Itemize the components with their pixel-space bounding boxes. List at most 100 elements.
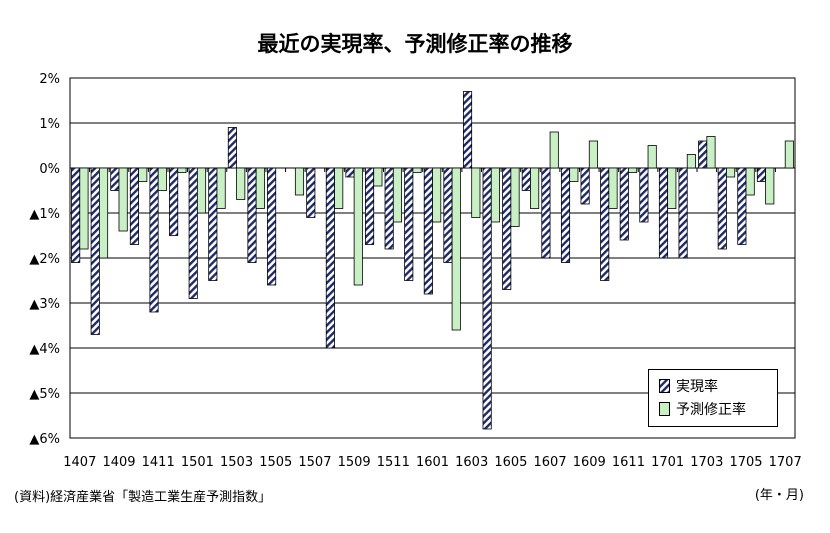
bar-forecast-revision (138, 167, 148, 182)
x-tick-label: 1707 (769, 455, 802, 470)
bar-forecast-revision (294, 167, 305, 196)
plot-area-border (69, 77, 796, 439)
source-note: (資料)経済産業省「製造工業生産予測指数」 (14, 490, 272, 505)
x-tick-label: 1507 (298, 455, 331, 470)
bar-realization (365, 167, 375, 245)
x-tick-label: 1605 (494, 455, 527, 470)
bar-forecast-revision (196, 167, 207, 214)
y-tick-label: ▲5% (29, 387, 60, 402)
bar-realization (188, 167, 198, 299)
bar-realization (521, 167, 531, 191)
chart-title: 最近の実現率、予測修正率の推移 (257, 32, 573, 56)
bar-realization (698, 140, 708, 169)
legend-swatch-hatch (659, 379, 670, 393)
bar-forecast-revision (706, 136, 716, 169)
bar-realization (71, 167, 81, 263)
y-tick-label: 2% (39, 72, 60, 87)
bar-forecast-revision (373, 167, 383, 187)
bar-realization (756, 167, 767, 182)
legend-swatch-solid (659, 402, 670, 416)
bar-realization (90, 167, 100, 335)
bar-realization (110, 167, 120, 191)
bar-realization (247, 167, 257, 263)
x-tick-label: 1409 (102, 455, 135, 470)
bar-forecast-revision (157, 167, 167, 191)
bar-forecast-revision (490, 167, 500, 223)
bar-forecast-revision (530, 167, 540, 209)
y-tick-label: 0% (39, 162, 60, 177)
x-tick-label: 1411 (142, 455, 175, 470)
bar-forecast-revision (79, 167, 89, 250)
bar-realization (129, 167, 139, 245)
bar-realization (306, 167, 316, 218)
x-tick-label: 1701 (651, 455, 684, 470)
bar-realization (678, 167, 688, 259)
bar-forecast-revision (784, 140, 794, 169)
legend: 実現率 予測修正率 (648, 369, 778, 427)
bar-forecast-revision (118, 167, 128, 232)
bar-realization (580, 167, 590, 205)
bar-forecast-revision (569, 167, 579, 182)
bar-realization (619, 167, 629, 241)
y-tick-label: ▲3% (29, 297, 60, 312)
x-tick-labels: 1407 1409 1411 1501 1503 1505 1507 1509 1511 1601… (63, 455, 801, 470)
legend-label-realization: 実現率 (676, 379, 718, 395)
x-tick-label: 1407 (63, 455, 96, 470)
bar-realization (482, 167, 492, 430)
bar-forecast-revision (549, 131, 559, 169)
legend-item-realization: 実現率 (659, 376, 718, 396)
legend-item-revision: 予測修正率 (659, 399, 746, 419)
bar-realization (345, 167, 355, 178)
bar-realization (560, 167, 571, 263)
bar-realization (600, 167, 610, 281)
bar-forecast-revision (608, 167, 618, 209)
bar-forecast-revision (628, 167, 638, 173)
bar-forecast-revision (412, 167, 422, 173)
bar-realization (462, 91, 473, 169)
bar-forecast-revision (236, 167, 246, 200)
bar-realization (443, 167, 453, 263)
bar-forecast-revision (334, 167, 344, 209)
bar-realization (267, 167, 277, 286)
y-tick-labels: 2% 1% 0% ▲1% ▲2% ▲3% ▲4% ▲5% ▲6% (29, 72, 60, 447)
bar-forecast-revision (353, 167, 363, 286)
bar-forecast-revision (686, 154, 696, 169)
y-tick-label: ▲4% (29, 342, 60, 357)
bar-realization (502, 167, 512, 290)
x-tick-label: 1503 (220, 455, 253, 470)
x-tick-label: 1609 (573, 455, 606, 470)
bar-forecast-revision (471, 167, 481, 218)
bar-realization (423, 167, 433, 295)
bar-realization (658, 167, 669, 259)
y-tick-label: ▲6% (29, 432, 60, 447)
bar-forecast-revision (216, 167, 226, 209)
y-tick-label: ▲2% (29, 252, 60, 267)
legend-label-revision: 予測修正率 (676, 402, 746, 418)
axes (69, 77, 796, 439)
bar-forecast-revision (98, 167, 109, 259)
x-tick-label: 1501 (181, 455, 214, 470)
x-tick-label: 1509 (338, 455, 371, 470)
x-tick-label: 1611 (612, 455, 645, 470)
bar-realization (208, 167, 218, 281)
bar-realization (325, 167, 335, 349)
bar-realization (404, 167, 414, 281)
bar-forecast-revision (177, 167, 187, 173)
x-tick-label: 1705 (729, 455, 762, 470)
bar-forecast-revision (510, 167, 520, 227)
bar-realization (541, 167, 551, 259)
bar-forecast-revision (647, 145, 657, 169)
bar-forecast-revision (765, 167, 775, 205)
bar-realization (169, 167, 179, 236)
bar-realization (227, 127, 237, 169)
bar-realization (639, 167, 649, 223)
bar-realization (717, 167, 727, 250)
x-tick-label: 1505 (259, 455, 292, 470)
x-tick-label: 1703 (690, 455, 723, 470)
bar-realization (149, 167, 159, 313)
unit-note: (年・月) (754, 488, 804, 503)
bar-forecast-revision (392, 167, 403, 223)
x-tick-label: 1607 (534, 455, 567, 470)
bar-realization (737, 167, 747, 245)
